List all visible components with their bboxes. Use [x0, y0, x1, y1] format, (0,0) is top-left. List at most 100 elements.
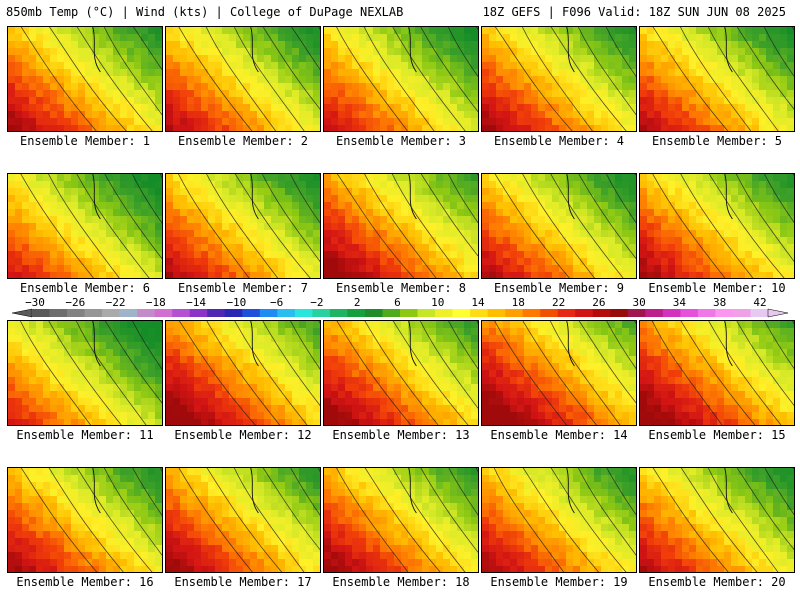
colorbar-ramp — [11, 308, 789, 318]
ensemble-member-label: Ensemble Member: 17 — [174, 575, 312, 589]
colorbar-tick-label: −10 — [226, 296, 247, 309]
ensemble-member-label: Ensemble Member: 2 — [177, 134, 309, 148]
ensemble-member-label: Ensemble Member: 14 — [490, 428, 628, 442]
temperature-map — [166, 27, 320, 131]
colorbar-swatch — [32, 309, 50, 317]
temperature-map — [482, 174, 636, 278]
colorbar-swatch — [592, 309, 611, 317]
ensemble-member-label: Ensemble Member: 3 — [335, 134, 467, 148]
colorbar-tick-label: −22 — [105, 296, 126, 309]
map-title: 850mb Temp (°C) | Wind (kts) | College o… — [6, 5, 404, 19]
colorbar-swatch — [522, 309, 541, 317]
colorbar-swatch — [102, 309, 120, 317]
colorbar-tick-label: 6 — [394, 296, 401, 309]
ensemble-panel — [481, 467, 637, 573]
ensemble-panel — [165, 467, 321, 573]
colorbar-swatch — [154, 309, 173, 317]
colorbar-tick-label: −30 — [25, 296, 45, 309]
ensemble-member-label: Ensemble Member: 12 — [174, 428, 312, 442]
colorbar-swatch — [575, 309, 594, 317]
ensemble-member-label: Ensemble Member: 19 — [490, 575, 628, 589]
colorbar-tick-label: −14 — [186, 296, 207, 309]
colorbar-swatch — [172, 309, 191, 317]
colorbar-swatch — [697, 309, 716, 317]
colorbar-swatch — [732, 309, 751, 317]
ensemble-member-label: Ensemble Member: 4 — [493, 134, 625, 148]
colorbar-swatch — [207, 309, 226, 317]
ensemble-member-label: Ensemble Member: 20 — [648, 575, 786, 589]
ensemble-panel — [7, 320, 163, 426]
colorbar-swatch — [259, 309, 278, 317]
colorbar-swatch — [470, 309, 488, 317]
colorbar-swatch — [452, 309, 471, 317]
colorbar-tick-label: 22 — [551, 296, 566, 309]
ensemble-panel — [481, 26, 637, 132]
colorbar-swatch — [277, 309, 296, 317]
ensemble-panel — [323, 26, 479, 132]
ensemble-member-label: Ensemble Member: 13 — [332, 428, 470, 442]
ensemble-panel — [481, 173, 637, 279]
ensemble-panel — [323, 173, 479, 279]
ensemble-panel — [7, 26, 163, 132]
temperature-map — [640, 174, 794, 278]
colorbar-tick-label: 30 — [632, 296, 646, 309]
colorbar-swatch — [49, 309, 68, 317]
colorbar-swatch — [347, 309, 366, 317]
colorbar-tick-label: 10 — [431, 296, 445, 309]
colorbar-tick-label: 42 — [753, 296, 767, 309]
colorbar-swatch — [189, 309, 208, 317]
ensemble-member-label: Ensemble Member: 11 — [16, 428, 154, 442]
ensemble-panel — [165, 320, 321, 426]
ensemble-member-label: Ensemble Member: 16 — [16, 575, 154, 589]
ensemble-panel — [165, 26, 321, 132]
colorbar-swatch — [329, 309, 348, 317]
colorbar-tick-label: 26 — [592, 296, 606, 309]
colorbar-swatch — [224, 309, 243, 317]
colorbar-swatch — [67, 309, 85, 317]
colorbar-swatch — [715, 309, 734, 317]
colorbar-swatch — [119, 309, 138, 317]
ensemble-panel — [481, 320, 637, 426]
colorbar-swatch — [505, 309, 523, 317]
colorbar-swatch — [680, 309, 699, 317]
ensemble-panel — [323, 467, 479, 573]
colorbar-tick-label: −6 — [270, 296, 284, 309]
colorbar-tick-label: 18 — [511, 296, 525, 309]
colorbar-swatch — [312, 309, 331, 317]
colorbar-tick-label: 34 — [672, 296, 687, 309]
colorbar-swatch — [750, 309, 769, 317]
temperature-map — [324, 468, 478, 572]
temperature-map — [482, 321, 636, 425]
temperature-map — [324, 321, 478, 425]
colorbar-swatch — [610, 309, 629, 317]
colorbar-swatch — [645, 309, 664, 317]
temperature-map — [482, 27, 636, 131]
colorbar-swatch — [540, 309, 559, 317]
ensemble-panel — [639, 26, 795, 132]
colorbar-tick-label: −2 — [310, 296, 324, 309]
colorbar-swatch — [435, 309, 453, 317]
temperature-map — [8, 174, 162, 278]
ensemble-member-label: Ensemble Member: 5 — [651, 134, 783, 148]
temperature-map — [166, 468, 320, 572]
colorbar-swatch — [364, 309, 383, 317]
temperature-map — [324, 174, 478, 278]
colorbar-swatch — [662, 309, 681, 317]
colorbar-swatch — [294, 309, 313, 317]
temperature-map — [8, 468, 162, 572]
temperature-map — [166, 174, 320, 278]
colorbar-swatch — [417, 309, 436, 317]
temperature-map — [640, 468, 794, 572]
colorbar-tick-label: 38 — [713, 296, 727, 309]
temperature-map — [8, 321, 162, 425]
ensemble-member-label: Ensemble Member: 9 — [493, 281, 625, 295]
colorbar-tick-label: −18 — [145, 296, 166, 309]
temperature-map — [8, 27, 162, 131]
temperature-map — [166, 321, 320, 425]
colorbar-swatch — [137, 309, 155, 317]
temperature-map — [640, 321, 794, 425]
colorbar-tick-label: 14 — [471, 296, 485, 309]
colorbar-swatch — [84, 309, 103, 317]
ensemble-panel — [639, 467, 795, 573]
ensemble-member-label: Ensemble Member: 7 — [177, 281, 309, 295]
